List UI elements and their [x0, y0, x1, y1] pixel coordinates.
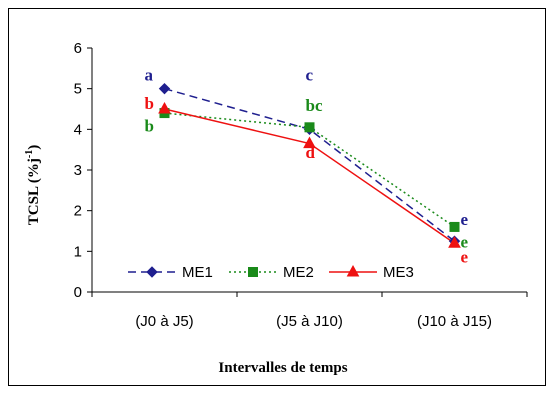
y-tick-label: 4	[74, 121, 82, 138]
y-tick-label: 6	[74, 40, 82, 57]
legend-label-me3: ME3	[383, 264, 414, 281]
axes	[87, 47, 528, 297]
y-tick-label: 1	[74, 243, 82, 260]
significance-letter: bc	[306, 96, 323, 115]
data-point-me2	[304, 122, 315, 133]
significance-letter: e	[461, 210, 469, 229]
legend-marker-me2	[248, 267, 258, 277]
y-tick-labels: 0 1 2 3 4 5 6	[74, 40, 82, 301]
significance-letter: b	[145, 116, 154, 135]
significance-letter: b	[145, 94, 154, 113]
x-tick-label: (J0 à J5)	[135, 313, 193, 330]
x-tick-label: (J10 à J15)	[417, 313, 492, 330]
data-point-me2	[449, 221, 460, 232]
significance-letter: a	[145, 66, 154, 85]
data-point-me1	[158, 82, 171, 95]
legend-marker-me1	[146, 266, 158, 278]
x-tick-label: (J5 à J10)	[276, 313, 343, 330]
x-axis-title: Intervalles de temps	[218, 360, 347, 376]
significance-letter: d	[306, 143, 316, 162]
data-point-me3	[303, 136, 316, 149]
series-markers	[158, 82, 461, 248]
chart-frame	[8, 8, 546, 386]
significance-letter: c	[306, 66, 314, 85]
y-axis-title: TCSL (%j-1)	[24, 145, 42, 225]
y-tick-label: 5	[74, 81, 82, 98]
x-tick-labels: (J0 à J5) (J5 à J10) (J10 à J15)	[135, 313, 492, 330]
data-point-me3	[158, 101, 171, 114]
data-point-me3	[448, 236, 461, 248]
legend: ME1 ME2 ME3	[128, 264, 414, 281]
y-tick-label: 0	[74, 284, 82, 301]
legend-label-me1: ME1	[182, 264, 213, 281]
y-tick-label: 2	[74, 203, 82, 220]
legend-label-me2: ME2	[283, 264, 314, 281]
legend-marker-me3	[346, 264, 360, 277]
y-tick-label: 3	[74, 162, 82, 179]
significance-letter: e	[461, 248, 469, 267]
significance-letter: e	[461, 232, 469, 251]
